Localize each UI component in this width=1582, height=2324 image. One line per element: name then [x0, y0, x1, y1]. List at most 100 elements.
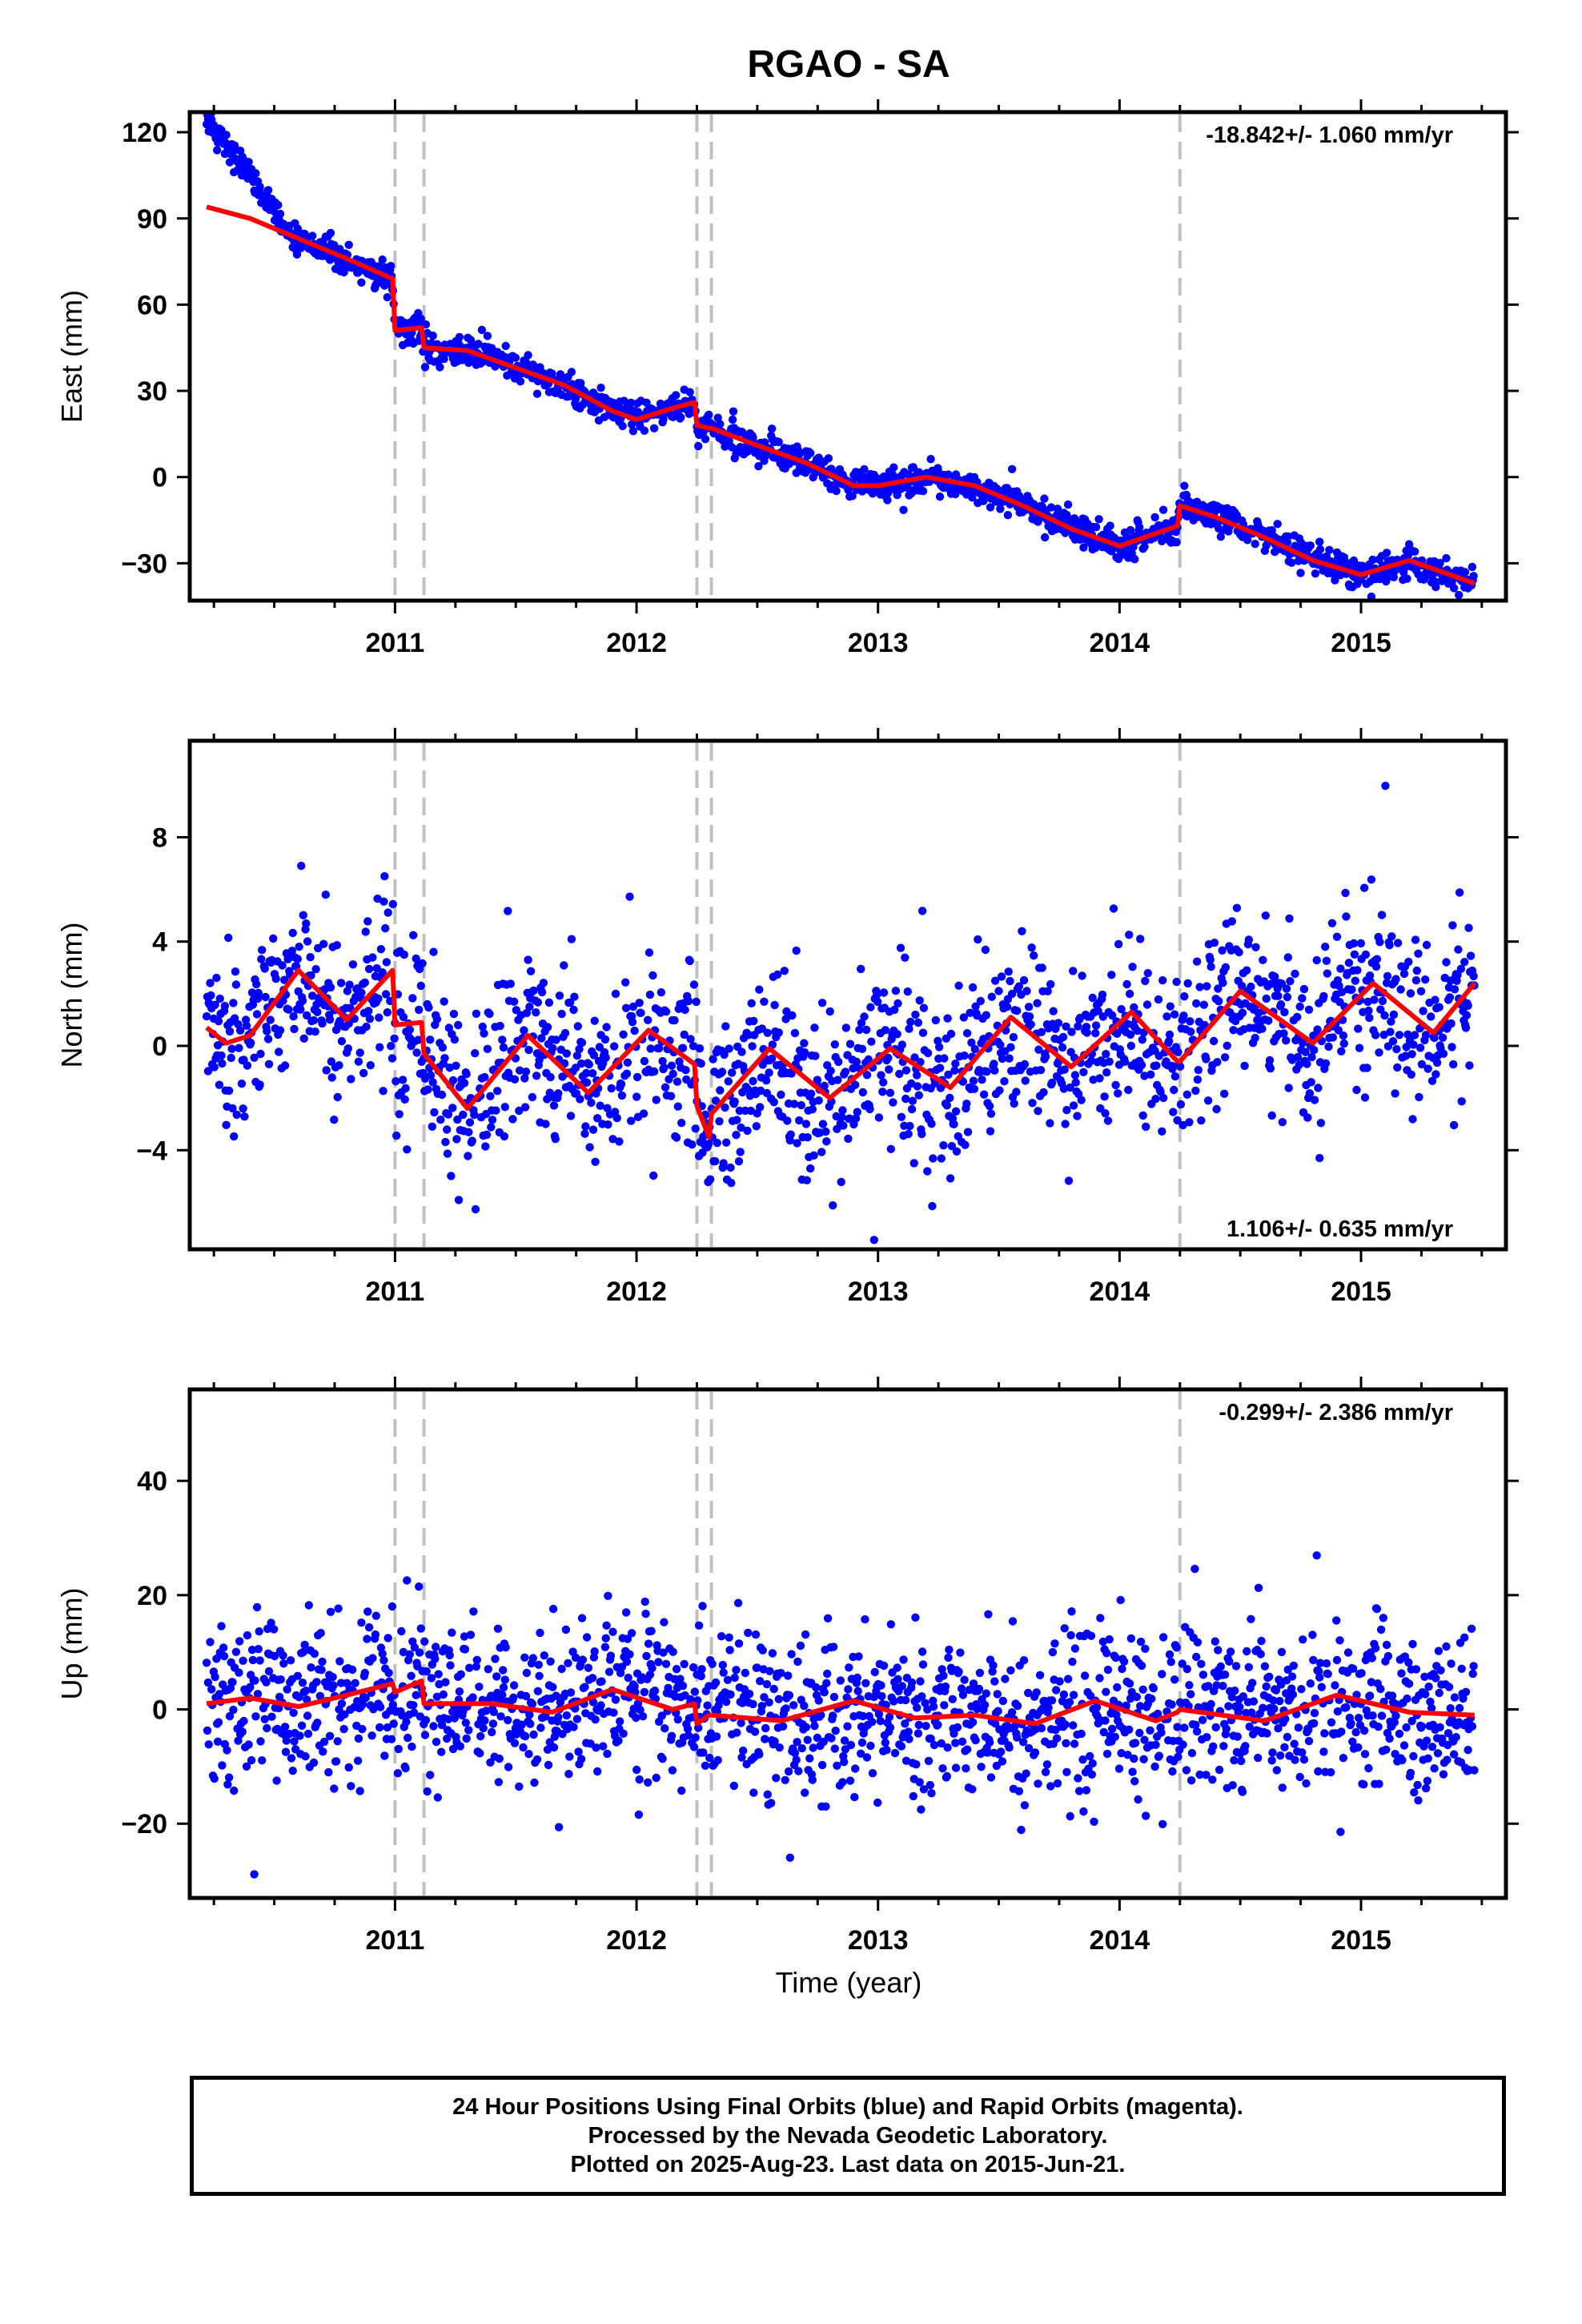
data-point — [1101, 1109, 1110, 1118]
data-point — [876, 1716, 885, 1726]
data-point — [725, 1633, 733, 1642]
data-point — [826, 1067, 835, 1076]
data-point — [1069, 1101, 1078, 1110]
data-point — [1285, 914, 1294, 923]
data-point — [722, 1697, 731, 1707]
data-point — [1306, 541, 1315, 550]
data-point — [375, 1013, 383, 1022]
data-point — [1106, 521, 1114, 530]
data-point — [628, 1018, 637, 1027]
data-point — [885, 1088, 895, 1097]
data-point — [509, 997, 519, 1007]
data-point — [591, 1157, 600, 1167]
data-point — [454, 1196, 464, 1204]
data-point — [212, 1655, 221, 1663]
data-point — [492, 1106, 500, 1115]
data-point — [274, 200, 283, 210]
data-point — [1299, 984, 1309, 994]
data-point — [1323, 1670, 1332, 1679]
data-point — [1198, 1715, 1207, 1724]
data-point — [744, 1085, 753, 1094]
data-point — [255, 183, 264, 191]
data-point — [1070, 1071, 1080, 1080]
data-point — [289, 1012, 298, 1021]
data-point — [1254, 1753, 1263, 1763]
data-point — [1047, 1696, 1057, 1705]
data-point — [1423, 1064, 1432, 1073]
data-point — [1382, 549, 1391, 557]
data-point — [1317, 1683, 1327, 1691]
data-point — [879, 1661, 889, 1671]
data-point — [1158, 1093, 1168, 1103]
data-point — [1256, 1650, 1265, 1659]
data-point — [697, 1059, 705, 1068]
data-point — [549, 1101, 559, 1110]
data-point — [535, 1671, 544, 1680]
data-point — [281, 1747, 291, 1756]
data-point — [1186, 1027, 1195, 1036]
data-point — [688, 1140, 697, 1149]
data-point — [482, 1707, 491, 1715]
data-point — [701, 435, 710, 444]
data-point — [854, 1652, 863, 1661]
data-point — [535, 1055, 544, 1065]
data-point — [544, 1760, 553, 1770]
data-point — [903, 987, 913, 996]
data-point — [1454, 945, 1463, 954]
data-point — [240, 1112, 249, 1121]
data-point — [698, 1148, 707, 1157]
data-point — [913, 1703, 921, 1712]
data-point — [437, 1720, 447, 1730]
data-point — [1102, 1050, 1110, 1059]
data-point — [486, 1758, 495, 1767]
data-point — [253, 1690, 263, 1699]
data-point — [537, 1034, 546, 1043]
data-point — [223, 1780, 232, 1789]
data-point — [1172, 537, 1181, 547]
data-point — [1462, 1011, 1472, 1020]
data-point — [416, 314, 425, 324]
data-point — [383, 1008, 391, 1017]
data-point — [263, 186, 273, 195]
data-point — [1327, 1767, 1335, 1777]
data-point — [982, 1689, 991, 1698]
data-point — [429, 947, 438, 956]
data-point — [275, 209, 285, 219]
data-point — [1140, 1735, 1149, 1744]
data-point — [850, 1792, 859, 1802]
data-point — [1299, 1635, 1307, 1644]
data-point — [231, 1647, 241, 1656]
data-point — [1117, 1005, 1126, 1014]
data-point — [309, 1758, 319, 1767]
data-point — [521, 1068, 531, 1076]
data-point — [1417, 1059, 1427, 1069]
data-point — [1142, 1122, 1150, 1132]
data-point — [1403, 574, 1411, 583]
data-point — [379, 1656, 388, 1665]
data-point — [632, 1092, 641, 1101]
data-point — [337, 1037, 347, 1046]
data-point — [730, 1097, 739, 1106]
data-point — [444, 1023, 453, 1032]
data-point — [901, 1719, 909, 1728]
data-point — [456, 1742, 464, 1751]
data-point — [844, 1685, 853, 1694]
data-point — [1133, 1026, 1142, 1035]
data-point — [1219, 1742, 1228, 1751]
data-point — [554, 1713, 563, 1722]
data-point — [566, 1688, 576, 1697]
data-point — [441, 1678, 450, 1687]
data-point — [387, 1735, 396, 1743]
data-point — [775, 1743, 784, 1752]
data-point — [1370, 995, 1379, 1004]
data-point — [1202, 1771, 1211, 1779]
data-point — [1125, 1725, 1134, 1734]
data-point — [298, 996, 307, 1005]
data-point — [1258, 1024, 1267, 1033]
data-point — [546, 1072, 555, 1082]
data-point — [1238, 1787, 1247, 1796]
data-point — [1334, 1026, 1343, 1035]
data-point — [426, 1071, 436, 1080]
data-point — [1006, 1666, 1015, 1675]
data-point — [1331, 576, 1339, 585]
